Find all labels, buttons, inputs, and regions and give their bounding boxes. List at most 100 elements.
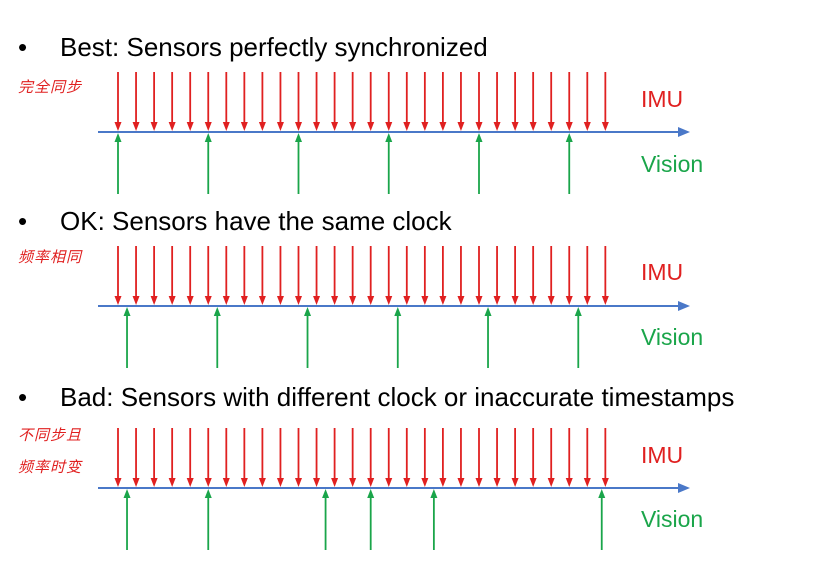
imu-tick — [475, 246, 483, 305]
note-unsync-cn: 不同步且 — [18, 426, 83, 444]
vision-tick — [213, 307, 221, 368]
imu-tick — [150, 428, 158, 487]
imu-tick — [529, 246, 537, 305]
imu-tick — [385, 428, 393, 487]
vision-tick — [304, 307, 312, 368]
imu-tick — [114, 428, 122, 487]
imu-tick — [168, 246, 176, 305]
imu-tick — [150, 72, 158, 131]
imu-tick — [331, 428, 339, 487]
bullet-dot: • — [18, 32, 28, 62]
imu-tick — [403, 246, 411, 305]
vision-tick — [204, 133, 212, 194]
imu-tick — [367, 72, 375, 131]
vision-tick — [430, 489, 438, 550]
time-axis-arrowhead — [678, 127, 690, 137]
imu-label: IMU — [641, 86, 684, 112]
imu-tick — [511, 246, 519, 305]
imu-tick — [439, 246, 447, 305]
time-axis-arrowhead — [678, 301, 690, 311]
imu-tick — [313, 246, 321, 305]
imu-tick — [511, 72, 519, 131]
imu-tick — [367, 246, 375, 305]
imu-tick — [349, 428, 357, 487]
section-title: OK: Sensors have the same clock — [60, 206, 452, 236]
imu-tick — [168, 428, 176, 487]
imu-tick — [439, 72, 447, 131]
imu-tick — [511, 428, 519, 487]
imu-tick — [565, 72, 573, 131]
imu-tick — [547, 72, 555, 131]
imu-tick — [583, 428, 591, 487]
imu-tick — [457, 246, 465, 305]
imu-tick — [240, 246, 248, 305]
vision-tick — [114, 133, 122, 194]
vision-tick — [475, 133, 483, 194]
imu-tick — [457, 72, 465, 131]
imu-tick — [583, 246, 591, 305]
vision-tick — [394, 307, 402, 368]
imu-tick — [276, 246, 284, 305]
imu-tick — [565, 246, 573, 305]
imu-tick — [222, 72, 230, 131]
vision-tick — [484, 307, 492, 368]
imu-tick — [295, 246, 302, 305]
imu-tick — [547, 246, 555, 305]
imu-tick — [583, 72, 591, 131]
imu-tick — [457, 428, 465, 487]
imu-tick — [421, 246, 429, 305]
imu-tick — [258, 246, 266, 305]
timeline-bad — [98, 428, 690, 550]
vision-label: Vision — [641, 151, 704, 177]
imu-tick — [421, 72, 429, 131]
imu-tick — [168, 72, 176, 131]
imu-tick — [601, 246, 609, 305]
imu-tick — [114, 246, 122, 305]
imu-tick — [331, 246, 339, 305]
vision-tick — [565, 133, 573, 194]
imu-tick — [421, 428, 429, 487]
bullet-best: • Best: Sensors perfectly synchronized — [18, 32, 488, 63]
imu-label: IMU — [641, 442, 684, 468]
imu-tick — [295, 428, 302, 487]
imu-tick — [529, 428, 537, 487]
vision-tick — [598, 489, 606, 550]
imu-tick — [349, 72, 357, 131]
imu-tick — [132, 246, 140, 305]
imu-tick — [132, 428, 140, 487]
bullet-dot: • — [18, 206, 28, 236]
imu-tick — [222, 428, 230, 487]
imu-tick — [276, 72, 284, 131]
imu-tick — [601, 428, 609, 487]
vision-tick — [295, 133, 302, 194]
imu-tick — [295, 72, 302, 131]
vision-tick — [322, 489, 330, 550]
imu-tick — [186, 428, 194, 487]
imu-tick — [313, 428, 321, 487]
vision-label: Vision — [641, 506, 704, 532]
imu-tick — [186, 246, 194, 305]
vision-tick — [123, 307, 131, 368]
note-sync-cn: 完全同步 — [18, 78, 83, 96]
section-title: Best: Sensors perfectly synchronized — [60, 32, 488, 62]
imu-tick — [132, 72, 140, 131]
vision-tick — [574, 307, 582, 368]
imu-tick — [331, 72, 339, 131]
time-axis-arrowhead — [678, 483, 690, 493]
imu-tick — [258, 72, 266, 131]
imu-tick — [493, 428, 501, 487]
imu-tick — [565, 428, 573, 487]
vision-label: Vision — [641, 324, 704, 350]
imu-tick — [150, 246, 158, 305]
imu-tick — [493, 246, 501, 305]
imu-tick — [204, 72, 212, 131]
bullet-bad: • Bad: Sensors with different clock or in… — [18, 382, 734, 413]
imu-tick — [529, 72, 537, 131]
imu-tick — [276, 428, 284, 487]
imu-tick — [258, 428, 266, 487]
imu-tick — [367, 428, 375, 487]
note-same-freq-cn: 频率相同 — [18, 248, 83, 266]
imu-tick — [204, 428, 212, 487]
timeline-best — [98, 72, 690, 194]
vision-tick — [367, 489, 375, 550]
